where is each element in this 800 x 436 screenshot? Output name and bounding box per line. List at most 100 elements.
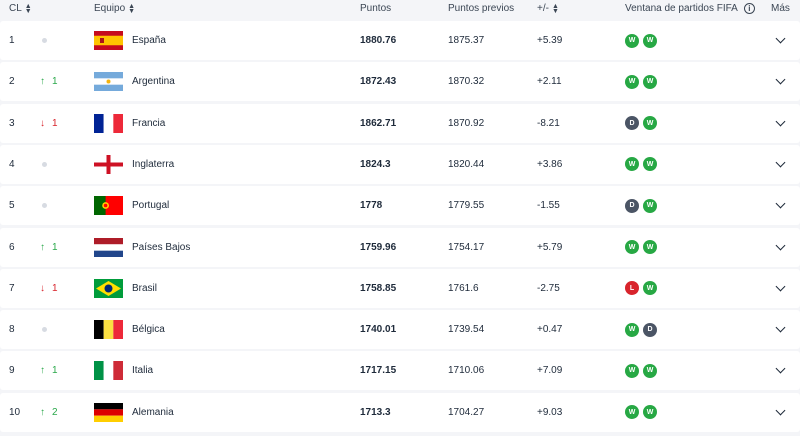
expand-row-button[interactable] [775,186,786,225]
team-name[interactable]: Inglaterra [132,158,175,170]
result-badge: W [643,363,657,378]
no-change-dot-icon [42,203,47,209]
team-header-label: Equipo [94,3,126,14]
points: 1717.15 [360,365,397,377]
portugal-flag [94,186,123,225]
team-name[interactable]: Brasil [132,282,158,294]
sort-icon[interactable]: ▲ ▼ [551,2,559,15]
belgium-flag [94,310,123,349]
result-badge: W [643,405,657,420]
team-name[interactable]: Italia [132,365,154,377]
points: 1824.3 [360,158,391,170]
table-row[interactable]: 9 ↑ 1 Italia 1717.15 1710.06 +7.09 W W [0,351,800,391]
rank-change-value: 1 [52,241,58,253]
window-header-label: Ventana de partidos FIFA [625,3,738,14]
sort-icon[interactable]: ▲ ▼ [24,2,32,15]
team-name[interactable]: Países Bajos [132,241,191,253]
previous-points: 1754.17 [448,241,485,253]
diff-column-header[interactable]: +/- ▲ ▼ [537,2,559,15]
result-badge: D [625,116,639,131]
result-badge: W [643,198,657,213]
points-diff: -2.75 [537,282,560,294]
arrow-up-icon: ↑ [40,406,45,418]
rank: 8 [9,324,15,336]
points: 1759.96 [360,241,397,253]
previous-points: 1779.55 [448,200,485,212]
chevron-down-icon [775,363,786,374]
table-row[interactable]: 5 Portugal 1778 1779.55 -1.55 D W [0,186,800,226]
chevron-down-icon [775,281,786,292]
points-diff: +7.09 [537,365,563,377]
table-row[interactable]: 7 ↓ 1 Brasil 1758.85 1761.6 -2.75 L W [0,268,800,308]
result-badge: W [625,322,639,337]
team-name[interactable]: Portugal [132,200,170,212]
points-diff: +9.03 [537,406,563,418]
table-row[interactable]: 3 ↓ 1 Francia 1862.71 1870.92 -8.21 D W [0,103,800,143]
info-icon[interactable]: i [743,3,755,14]
no-change-dot-icon [42,327,47,333]
points-diff: +0.47 [537,324,563,336]
rank-change-value: 2 [52,406,58,418]
previous-points: 1710.06 [448,365,485,377]
points: 1740.01 [360,324,397,336]
result-badge: W [625,405,639,420]
team-name[interactable]: Argentina [132,76,175,88]
team-column-header[interactable]: Equipo ▲ ▼ [94,2,136,15]
rank-column-header[interactable]: CL ▲ ▼ [9,2,32,15]
expand-row-button[interactable] [775,269,786,308]
no-change-dot-icon [42,38,47,43]
team-name[interactable]: Alemania [132,406,174,418]
points: 1778 [360,200,383,212]
points-diff: -1.55 [537,200,560,212]
sort-icon[interactable]: ▲ ▼ [128,2,136,15]
chevron-down-icon [775,322,786,333]
rank-change: ↑ 1 [40,62,58,101]
previous-points: 1820.44 [448,158,485,170]
expand-row-button[interactable] [775,228,786,267]
table-row[interactable]: 10 ↑ 2 Alemania 1713.3 1704.27 +9.03 W W [0,392,800,432]
expand-row-button[interactable] [775,21,786,60]
table-row[interactable]: 2 ↑ 1 Argentina 1872.43 1870.32 +2.11 W W [0,62,800,102]
expand-row-button[interactable] [775,351,786,390]
expand-row-button[interactable] [775,310,786,349]
points-diff: -8.21 [537,117,560,129]
previous-points: 1870.92 [448,117,485,129]
result-badge: W [643,116,657,131]
rank-change-value: 1 [52,76,58,88]
rank-change [40,186,47,225]
rank-change-value: 1 [52,282,58,294]
arrow-down-icon: ↓ [40,117,45,129]
no-change-dot-icon [42,161,47,167]
diff-header-label: +/- [537,3,549,14]
expand-row-button[interactable] [775,104,786,143]
result-badge: W [625,33,639,48]
table-row[interactable]: 4 Inglaterra 1824.3 1820.44 +3.86 W W [0,144,800,184]
expand-row-button[interactable] [775,62,786,101]
table-row[interactable]: 1 España 1880.76 1875.37 +5.39 W W [0,21,800,60]
result-badge: W [625,363,639,378]
table-row[interactable]: 6 ↑ 1 Países Bajos 1759.96 1754.17 +5.79 W W [0,227,800,267]
team-name[interactable]: Francia [132,117,166,129]
expand-row-button[interactable] [775,145,786,184]
result-badge: W [625,240,639,254]
team-name[interactable]: Bélgica [132,324,165,336]
chevron-down-icon [775,116,786,127]
table-row[interactable]: 8 Bélgica 1740.01 1739.54 +0.47 W D [0,310,800,350]
previous-points: 1761.6 [448,282,479,294]
rank: 2 [9,76,15,88]
chevron-down-icon [775,74,786,85]
points-diff: +5.39 [537,35,563,46]
expand-row-button[interactable] [775,393,786,432]
argentina-flag [94,62,123,101]
chevron-down-icon [775,198,786,209]
rank-change: ↑ 1 [40,351,58,390]
team-name[interactable]: España [132,35,166,46]
chevron-down-icon [775,157,786,168]
points: 1880.76 [360,35,397,46]
points: 1713.3 [360,406,391,418]
france-flag [94,104,123,143]
table-header: CL ▲ ▼ Equipo ▲ ▼ Puntos Puntos previos +/… [0,0,800,20]
